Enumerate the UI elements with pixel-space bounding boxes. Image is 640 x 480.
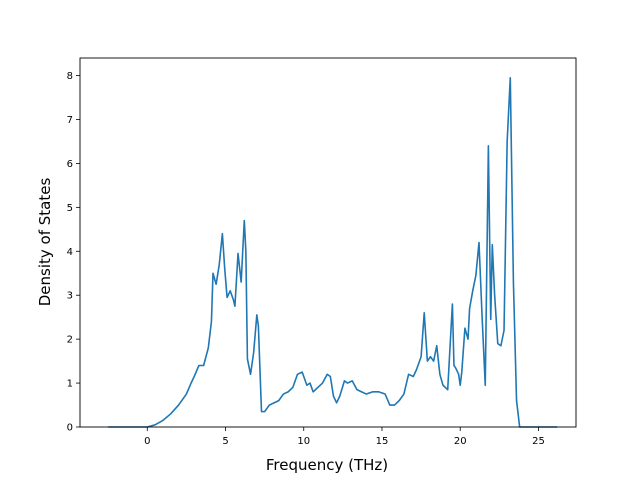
x-tick-label: 0 [144, 436, 150, 447]
x-tick-label: 20 [454, 436, 467, 447]
y-tick-label: 2 [67, 335, 73, 346]
x-tick-label: 25 [532, 436, 545, 447]
axes-frame [79, 57, 577, 428]
y-tick-label: 7 [67, 115, 73, 126]
x-tick-label: 10 [297, 436, 310, 447]
y-axis-label: Density of States [36, 178, 54, 307]
x-tick-label: 15 [376, 436, 389, 447]
y-tick-label: 5 [67, 203, 73, 214]
y-tick-label: 1 [67, 379, 73, 390]
dos-series-line-0 [108, 76, 558, 428]
y-tick-label: 6 [67, 159, 73, 170]
y-tick-label: 4 [67, 247, 73, 258]
y-tick-label: 0 [67, 423, 73, 434]
axis-ticks: 0 5 10 15 20 25 0 1 2 3 4 5 6 7 8 [67, 71, 545, 447]
x-tick-label: 5 [222, 436, 228, 447]
y-tick-label: 3 [67, 291, 73, 302]
y-tick-label: 8 [67, 71, 73, 82]
x-axis-label: Frequency (THz) [266, 456, 388, 474]
plot-area [79, 57, 577, 428]
